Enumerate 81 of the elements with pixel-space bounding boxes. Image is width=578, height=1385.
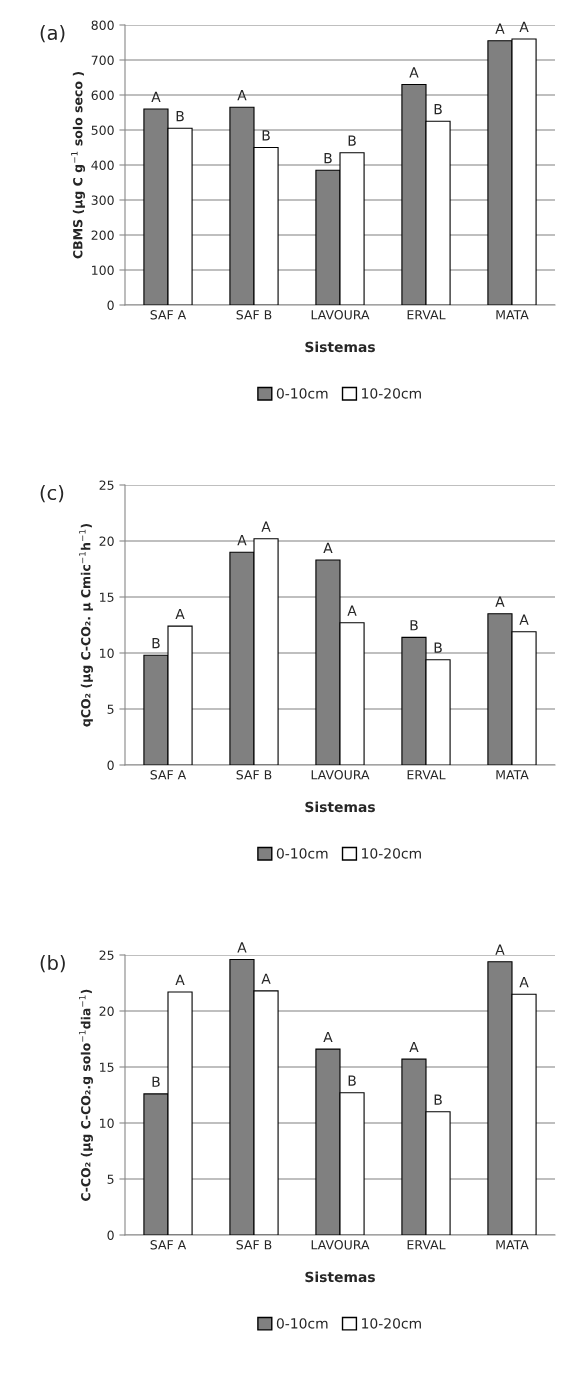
data-label: B: [176, 111, 184, 122]
legend-label: 10-20cm: [362, 1318, 421, 1329]
data-label: A: [175, 608, 185, 620]
y-tick-label: 5: [107, 704, 114, 714]
data-label: B: [434, 642, 442, 653]
y-tick-label: 600: [91, 90, 114, 100]
y-tick-label: 20: [99, 1006, 114, 1016]
x-tick-label: ERVAL: [407, 1240, 446, 1250]
data-label: A: [175, 974, 185, 985]
data-label: A: [237, 90, 247, 101]
x-tick-label: SAF B: [236, 1240, 272, 1250]
x-tick-label: LAVOURA: [311, 310, 370, 320]
data-label: A: [237, 942, 247, 953]
chart-title: (b): [40, 955, 65, 973]
y-tick-label: 100: [92, 265, 114, 275]
data-label: B: [152, 1076, 160, 1087]
data-label: B: [410, 620, 418, 631]
data-label: A: [237, 535, 247, 546]
data-label: A: [519, 977, 529, 988]
x-tick-label: MATA: [496, 310, 529, 320]
data-label: A: [495, 23, 505, 34]
y-tick-label: 15: [100, 592, 114, 602]
legend-label: 0-10cm: [276, 848, 328, 859]
x-tick-label: LAVOURA: [311, 1240, 370, 1250]
x-tick-label: SAF B: [236, 770, 272, 780]
data-label: A: [409, 1041, 419, 1053]
data-label: B: [434, 104, 442, 115]
data-label: B: [152, 638, 160, 649]
data-label: B: [348, 135, 356, 146]
y-axis-title: C-CO₂ (µg C-CO₂.g solo$^{−1}$dia$^{−1}$): [79, 989, 93, 1201]
y-tick-label: 15: [100, 1062, 114, 1072]
x-tick-label: SAF B: [236, 310, 272, 320]
y-axis-title: qCO₂ (µg C-CO₂. µ Cmic$^{−1}$h$^{−1}$): [79, 523, 93, 727]
x-tick-label: MATA: [496, 1240, 529, 1250]
y-tick-label: 10: [100, 648, 114, 658]
x-tick-label: SAF A: [150, 770, 187, 780]
y-tick-label: 0: [107, 1230, 114, 1240]
y-tick-label: 0: [107, 760, 114, 770]
data-label: A: [495, 944, 505, 955]
y-tick-label: 20: [99, 536, 114, 546]
chart-title: (a): [40, 25, 65, 43]
x-tick-label: SAF A: [150, 1240, 187, 1250]
x-axis-title: Sistemas: [305, 801, 375, 813]
y-tick-label: 200: [91, 230, 114, 240]
data-label: B: [262, 130, 270, 141]
chart-title: (c): [40, 485, 64, 503]
y-tick-label: 10: [100, 1118, 114, 1128]
x-tick-label: LAVOURA: [311, 770, 370, 780]
y-tick-label: 25: [99, 480, 114, 490]
x-axis-title: Sistemas: [305, 1271, 375, 1283]
y-tick-label: 500: [91, 125, 114, 135]
x-tick-label: MATA: [496, 770, 529, 780]
x-tick-label: ERVAL: [407, 770, 446, 780]
legend-label: 10-20cm: [362, 388, 421, 399]
data-label: B: [348, 1075, 356, 1086]
data-label: A: [347, 605, 357, 616]
y-tick-label: 700: [91, 55, 114, 65]
legend-label: 0-10cm: [276, 1318, 328, 1329]
data-label: A: [519, 614, 529, 625]
data-label: B: [324, 153, 332, 164]
data-label: A: [261, 521, 271, 532]
data-label: A: [151, 91, 161, 102]
y-tick-label: 400: [91, 160, 114, 170]
y-tick-label: 25: [99, 950, 114, 960]
y-axis-title: CBMS (µg C g$^{−1}$ solo seco ): [71, 72, 86, 259]
data-label: B: [434, 1094, 442, 1105]
y-tick-label: 800: [91, 20, 114, 30]
y-tick-label: 300: [91, 195, 114, 205]
data-label: A: [323, 542, 333, 553]
x-tick-label: ERVAL: [407, 310, 446, 320]
data-label: A: [261, 973, 271, 984]
data-label: A: [409, 67, 419, 78]
data-label: A: [495, 596, 505, 607]
x-tick-label: SAF A: [150, 310, 187, 320]
legend-label: 10-20cm: [362, 848, 421, 859]
data-label: A: [519, 21, 529, 32]
legend-label: 0-10cm: [276, 388, 328, 399]
x-axis-title: Sistemas: [305, 341, 375, 353]
y-tick-label: 0: [107, 300, 114, 310]
data-label: A: [323, 1031, 333, 1043]
y-tick-label: 5: [107, 1174, 114, 1184]
